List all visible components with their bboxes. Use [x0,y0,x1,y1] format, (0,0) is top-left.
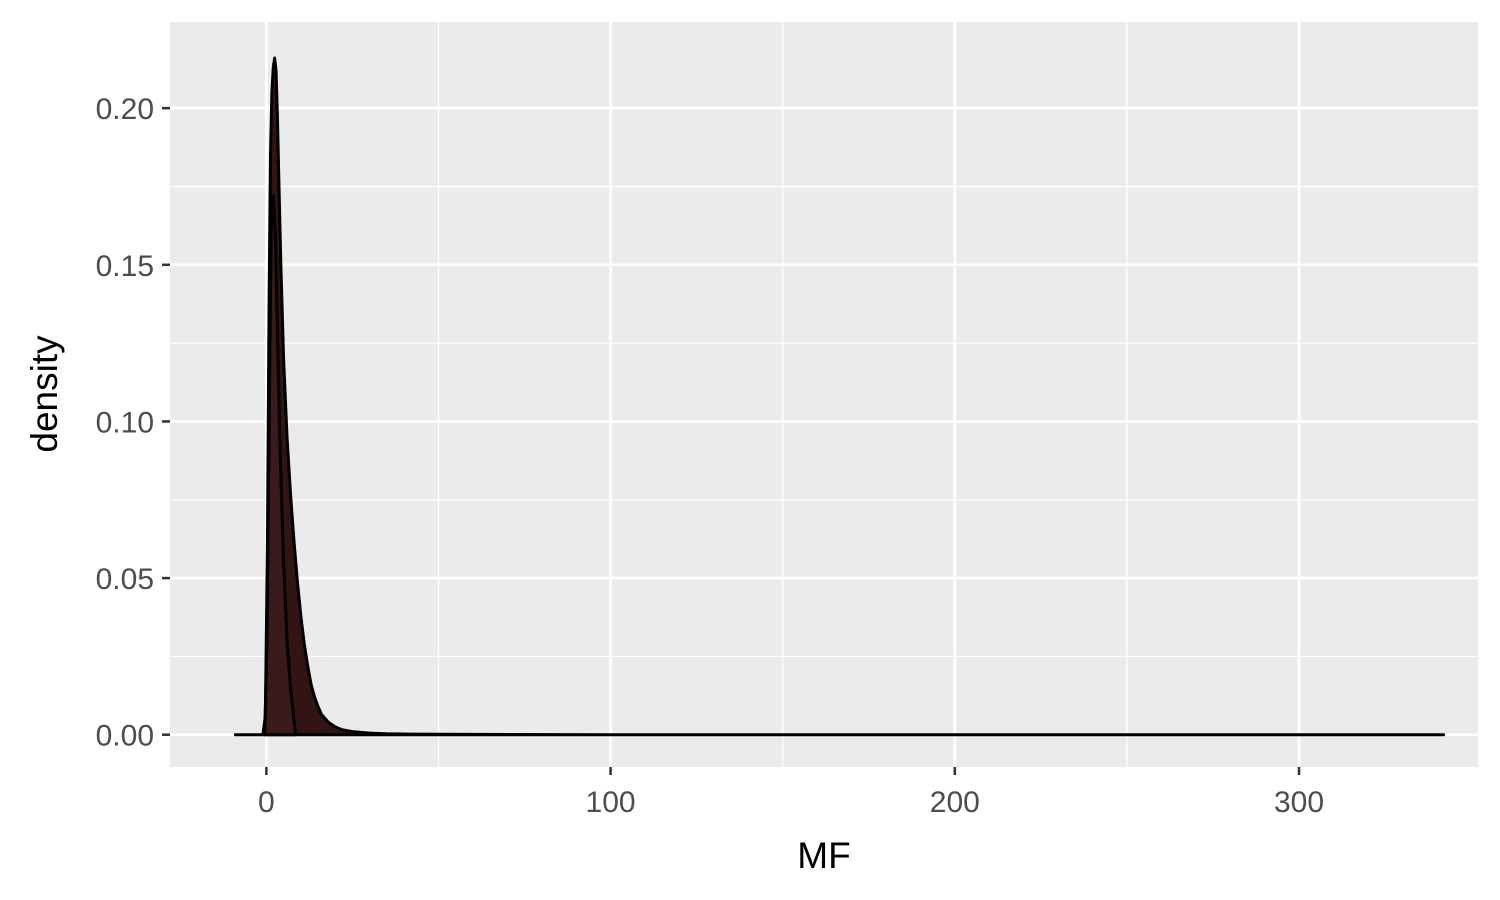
y-tick-label-3: 0.15 [96,250,154,283]
x-axis-title: MF [797,835,850,876]
x-tick-label-0: 0 [258,786,275,819]
density-area-1 [263,194,298,737]
plot-panel [170,22,1478,767]
y-tick-labels: 0.00 0.05 0.10 0.15 0.20 [96,93,154,753]
y-tick-label-0: 0.00 [96,720,154,753]
x-tick-labels: 0 100 200 300 [258,786,1324,819]
y-tick-label-2: 0.10 [96,406,154,439]
density-series [233,56,1446,737]
density-area-0 [233,56,1446,737]
axis-ticks [162,106,1301,775]
y-tick-label-4: 0.20 [96,93,154,126]
y-tick-label-1: 0.05 [96,563,154,596]
x-tick-label-3: 300 [1274,786,1324,819]
x-tick-label-1: 100 [586,786,636,819]
x-tick-label-2: 200 [930,786,980,819]
minor-gridlines [170,22,1478,767]
y-axis-title: density [24,335,65,453]
